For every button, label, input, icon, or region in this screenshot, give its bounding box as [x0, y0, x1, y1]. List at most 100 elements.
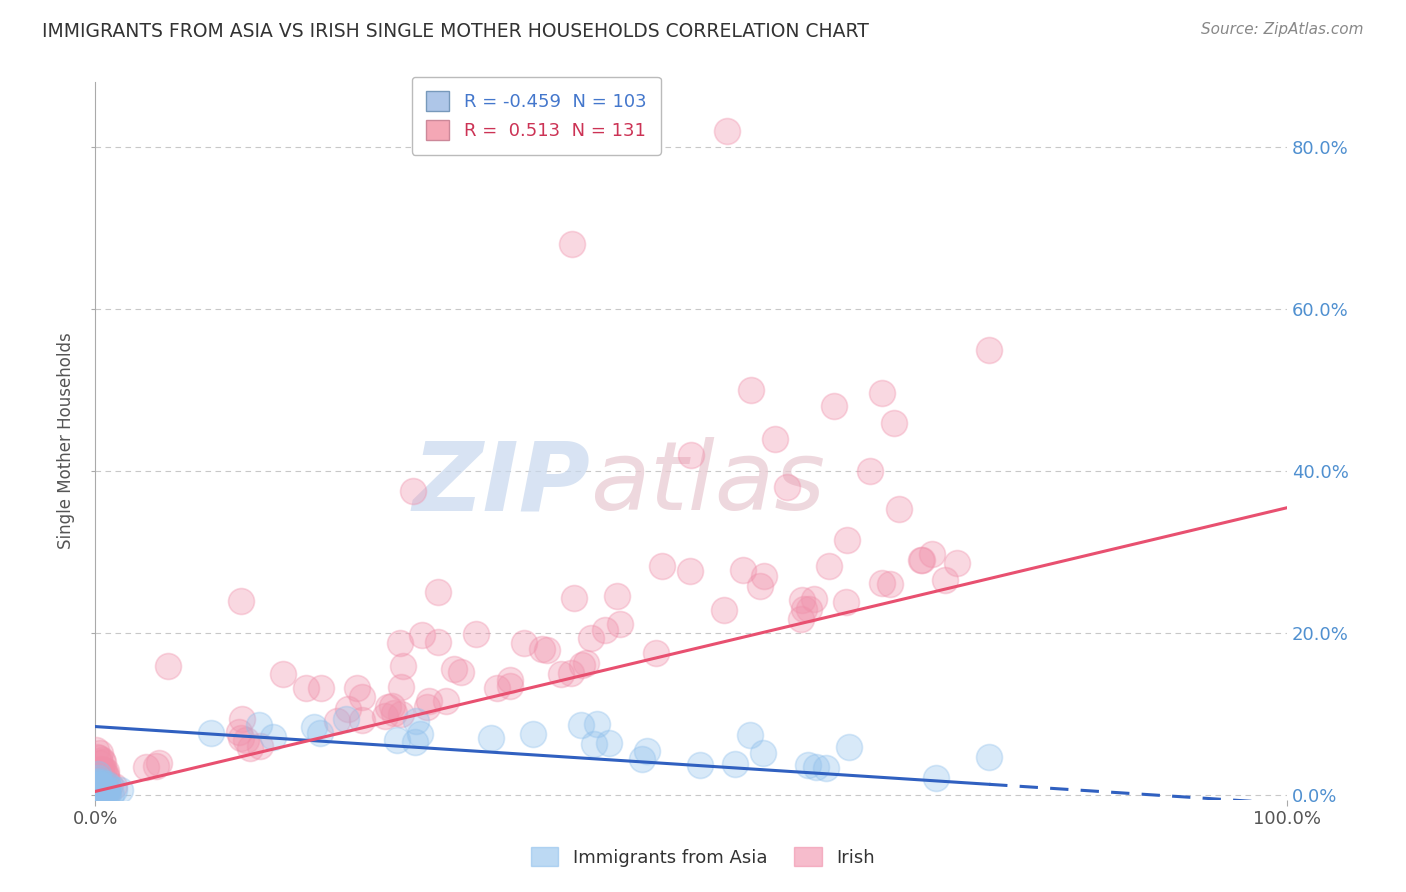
Point — [749, 579, 772, 593]
Point — [93, 781, 115, 796]
Point — [86, 777, 108, 791]
Text: IMMIGRANTS FROM ASIA VS IRISH SINGLE MOTHER HOUSEHOLDS CORRELATION CHART: IMMIGRANTS FROM ASIA VS IRISH SINGLE MOT… — [42, 22, 869, 41]
Point — [84, 783, 107, 797]
Point — [792, 593, 814, 607]
Point — [513, 636, 536, 650]
Point — [228, 725, 250, 739]
Point — [89, 780, 111, 795]
Point — [681, 448, 703, 462]
Point — [231, 712, 253, 726]
Point — [295, 681, 318, 695]
Point — [335, 712, 357, 726]
Point — [87, 776, 110, 790]
Point — [426, 585, 449, 599]
Point — [96, 777, 118, 791]
Point — [103, 783, 125, 797]
Point — [89, 787, 111, 801]
Point — [91, 787, 114, 801]
Point — [837, 739, 859, 754]
Point — [87, 751, 110, 765]
Point — [352, 690, 374, 704]
Point — [91, 785, 114, 799]
Point — [740, 383, 762, 397]
Point — [636, 744, 658, 758]
Point — [96, 783, 118, 797]
Point — [870, 386, 893, 401]
Point — [87, 782, 110, 797]
Point — [93, 781, 115, 796]
Point — [84, 787, 107, 801]
Point — [752, 747, 775, 761]
Point — [443, 662, 465, 676]
Point — [86, 787, 108, 801]
Point — [89, 788, 111, 802]
Point — [91, 764, 114, 778]
Point — [585, 716, 607, 731]
Point — [90, 766, 112, 780]
Point — [94, 781, 117, 796]
Point — [561, 237, 583, 252]
Point — [87, 788, 110, 802]
Point — [90, 784, 112, 798]
Point — [883, 416, 905, 430]
Point — [763, 432, 786, 446]
Point — [86, 786, 108, 800]
Point — [86, 766, 108, 780]
Point — [247, 718, 270, 732]
Point — [84, 787, 107, 801]
Point — [571, 657, 593, 672]
Point — [593, 623, 616, 637]
Point — [89, 746, 111, 760]
Point — [90, 782, 112, 797]
Point — [86, 788, 108, 802]
Point — [609, 617, 631, 632]
Point — [239, 741, 262, 756]
Point — [90, 787, 112, 801]
Point — [87, 770, 110, 784]
Point — [90, 786, 112, 800]
Point — [499, 673, 522, 688]
Point — [89, 771, 111, 785]
Point — [90, 784, 112, 798]
Point — [84, 778, 107, 792]
Point — [385, 732, 408, 747]
Point — [93, 788, 115, 802]
Point — [796, 758, 818, 772]
Point — [911, 553, 934, 567]
Point — [404, 735, 426, 749]
Point — [93, 764, 115, 778]
Point — [427, 634, 450, 648]
Point — [94, 783, 117, 797]
Point — [98, 778, 121, 792]
Point — [391, 680, 413, 694]
Point — [925, 771, 948, 785]
Point — [311, 681, 333, 695]
Point — [89, 781, 111, 796]
Point — [689, 758, 711, 772]
Point — [790, 612, 813, 626]
Point — [100, 788, 122, 802]
Text: atlas: atlas — [591, 437, 825, 531]
Point — [87, 786, 110, 800]
Point — [84, 789, 107, 803]
Point — [84, 779, 107, 793]
Point — [879, 577, 901, 591]
Point — [91, 787, 114, 801]
Point — [86, 780, 108, 795]
Point — [731, 563, 754, 577]
Point — [411, 628, 433, 642]
Point — [835, 595, 858, 609]
Point — [536, 643, 558, 657]
Text: Source: ZipAtlas.com: Source: ZipAtlas.com — [1201, 22, 1364, 37]
Point — [84, 788, 107, 802]
Point — [84, 788, 107, 802]
Point — [90, 762, 112, 776]
Point — [716, 124, 738, 138]
Legend: R = -0.459  N = 103, R =  0.513  N = 131: R = -0.459 N = 103, R = 0.513 N = 131 — [412, 77, 661, 154]
Point — [108, 783, 131, 797]
Point — [87, 785, 110, 799]
Point — [89, 756, 111, 771]
Point — [84, 788, 107, 802]
Point — [581, 631, 603, 645]
Point — [273, 667, 295, 681]
